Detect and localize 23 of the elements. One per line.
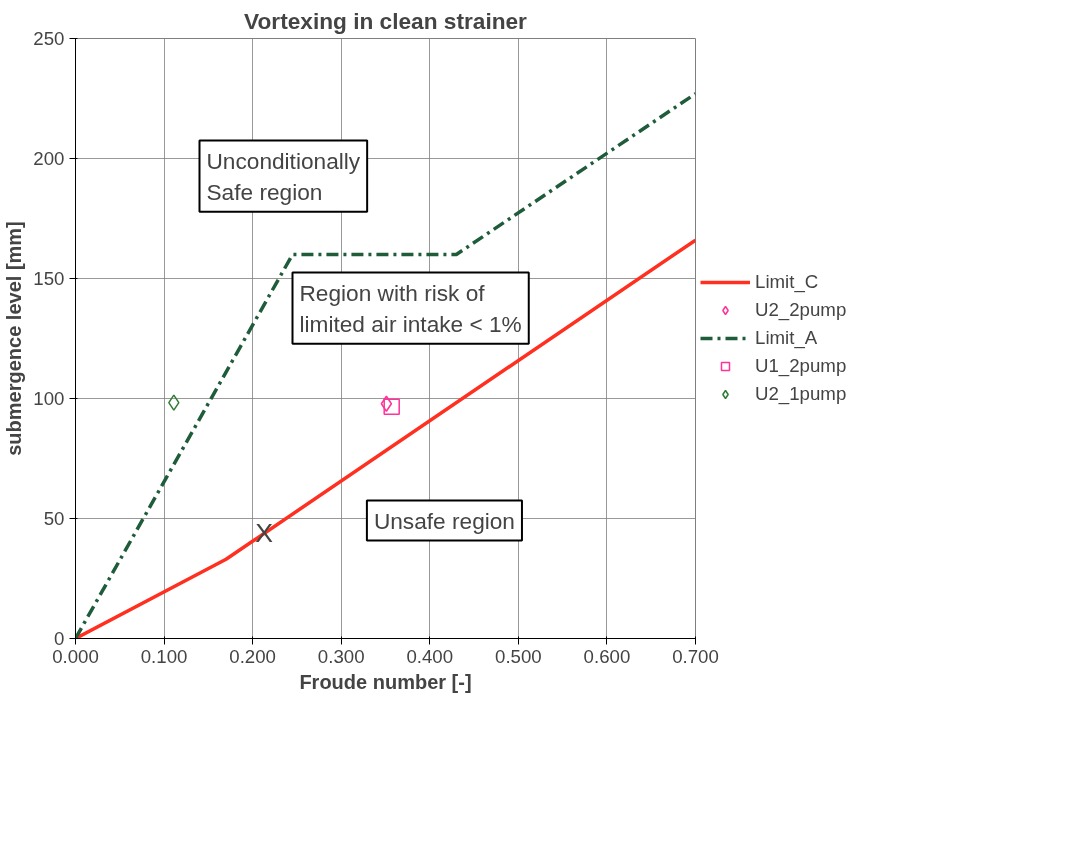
x-axis-title: Froude number [-] (299, 670, 472, 693)
y-axis-title: submergence level [mm] (3, 221, 26, 456)
y-tick-label: 50 (43, 508, 65, 529)
legend-label: U2_1pump (755, 383, 847, 405)
x-tick-label: 0.700 (672, 645, 719, 667)
y-tick-label: 100 (33, 388, 65, 409)
x-tick-label: 0.100 (140, 645, 188, 667)
x-tick-label: 0.300 (317, 645, 365, 667)
chart-title: Vortexing in clean strainer (244, 7, 528, 34)
y-tick-label: 250 (33, 28, 65, 49)
x-tick-label: 0.200 (229, 645, 276, 667)
legend-label: U2_2pump (755, 299, 847, 321)
y-tick-label: 150 (33, 268, 65, 289)
annotation: Region with risk of limited air intake < 1% (299, 279, 522, 337)
x-tick-label: 0.600 (583, 645, 631, 667)
legend-label: U1_2pump (755, 355, 847, 377)
annotation: Unconditionally Safe region (206, 147, 361, 205)
x-tick-label: 0.400 (406, 645, 454, 667)
legend-label: Limit_A (755, 327, 818, 349)
annotation: Unsafe region (373, 507, 515, 534)
y-tick-label: 200 (33, 148, 65, 169)
legend-label: Limit_C (755, 271, 819, 293)
x-tick-label: 0.500 (495, 645, 542, 667)
